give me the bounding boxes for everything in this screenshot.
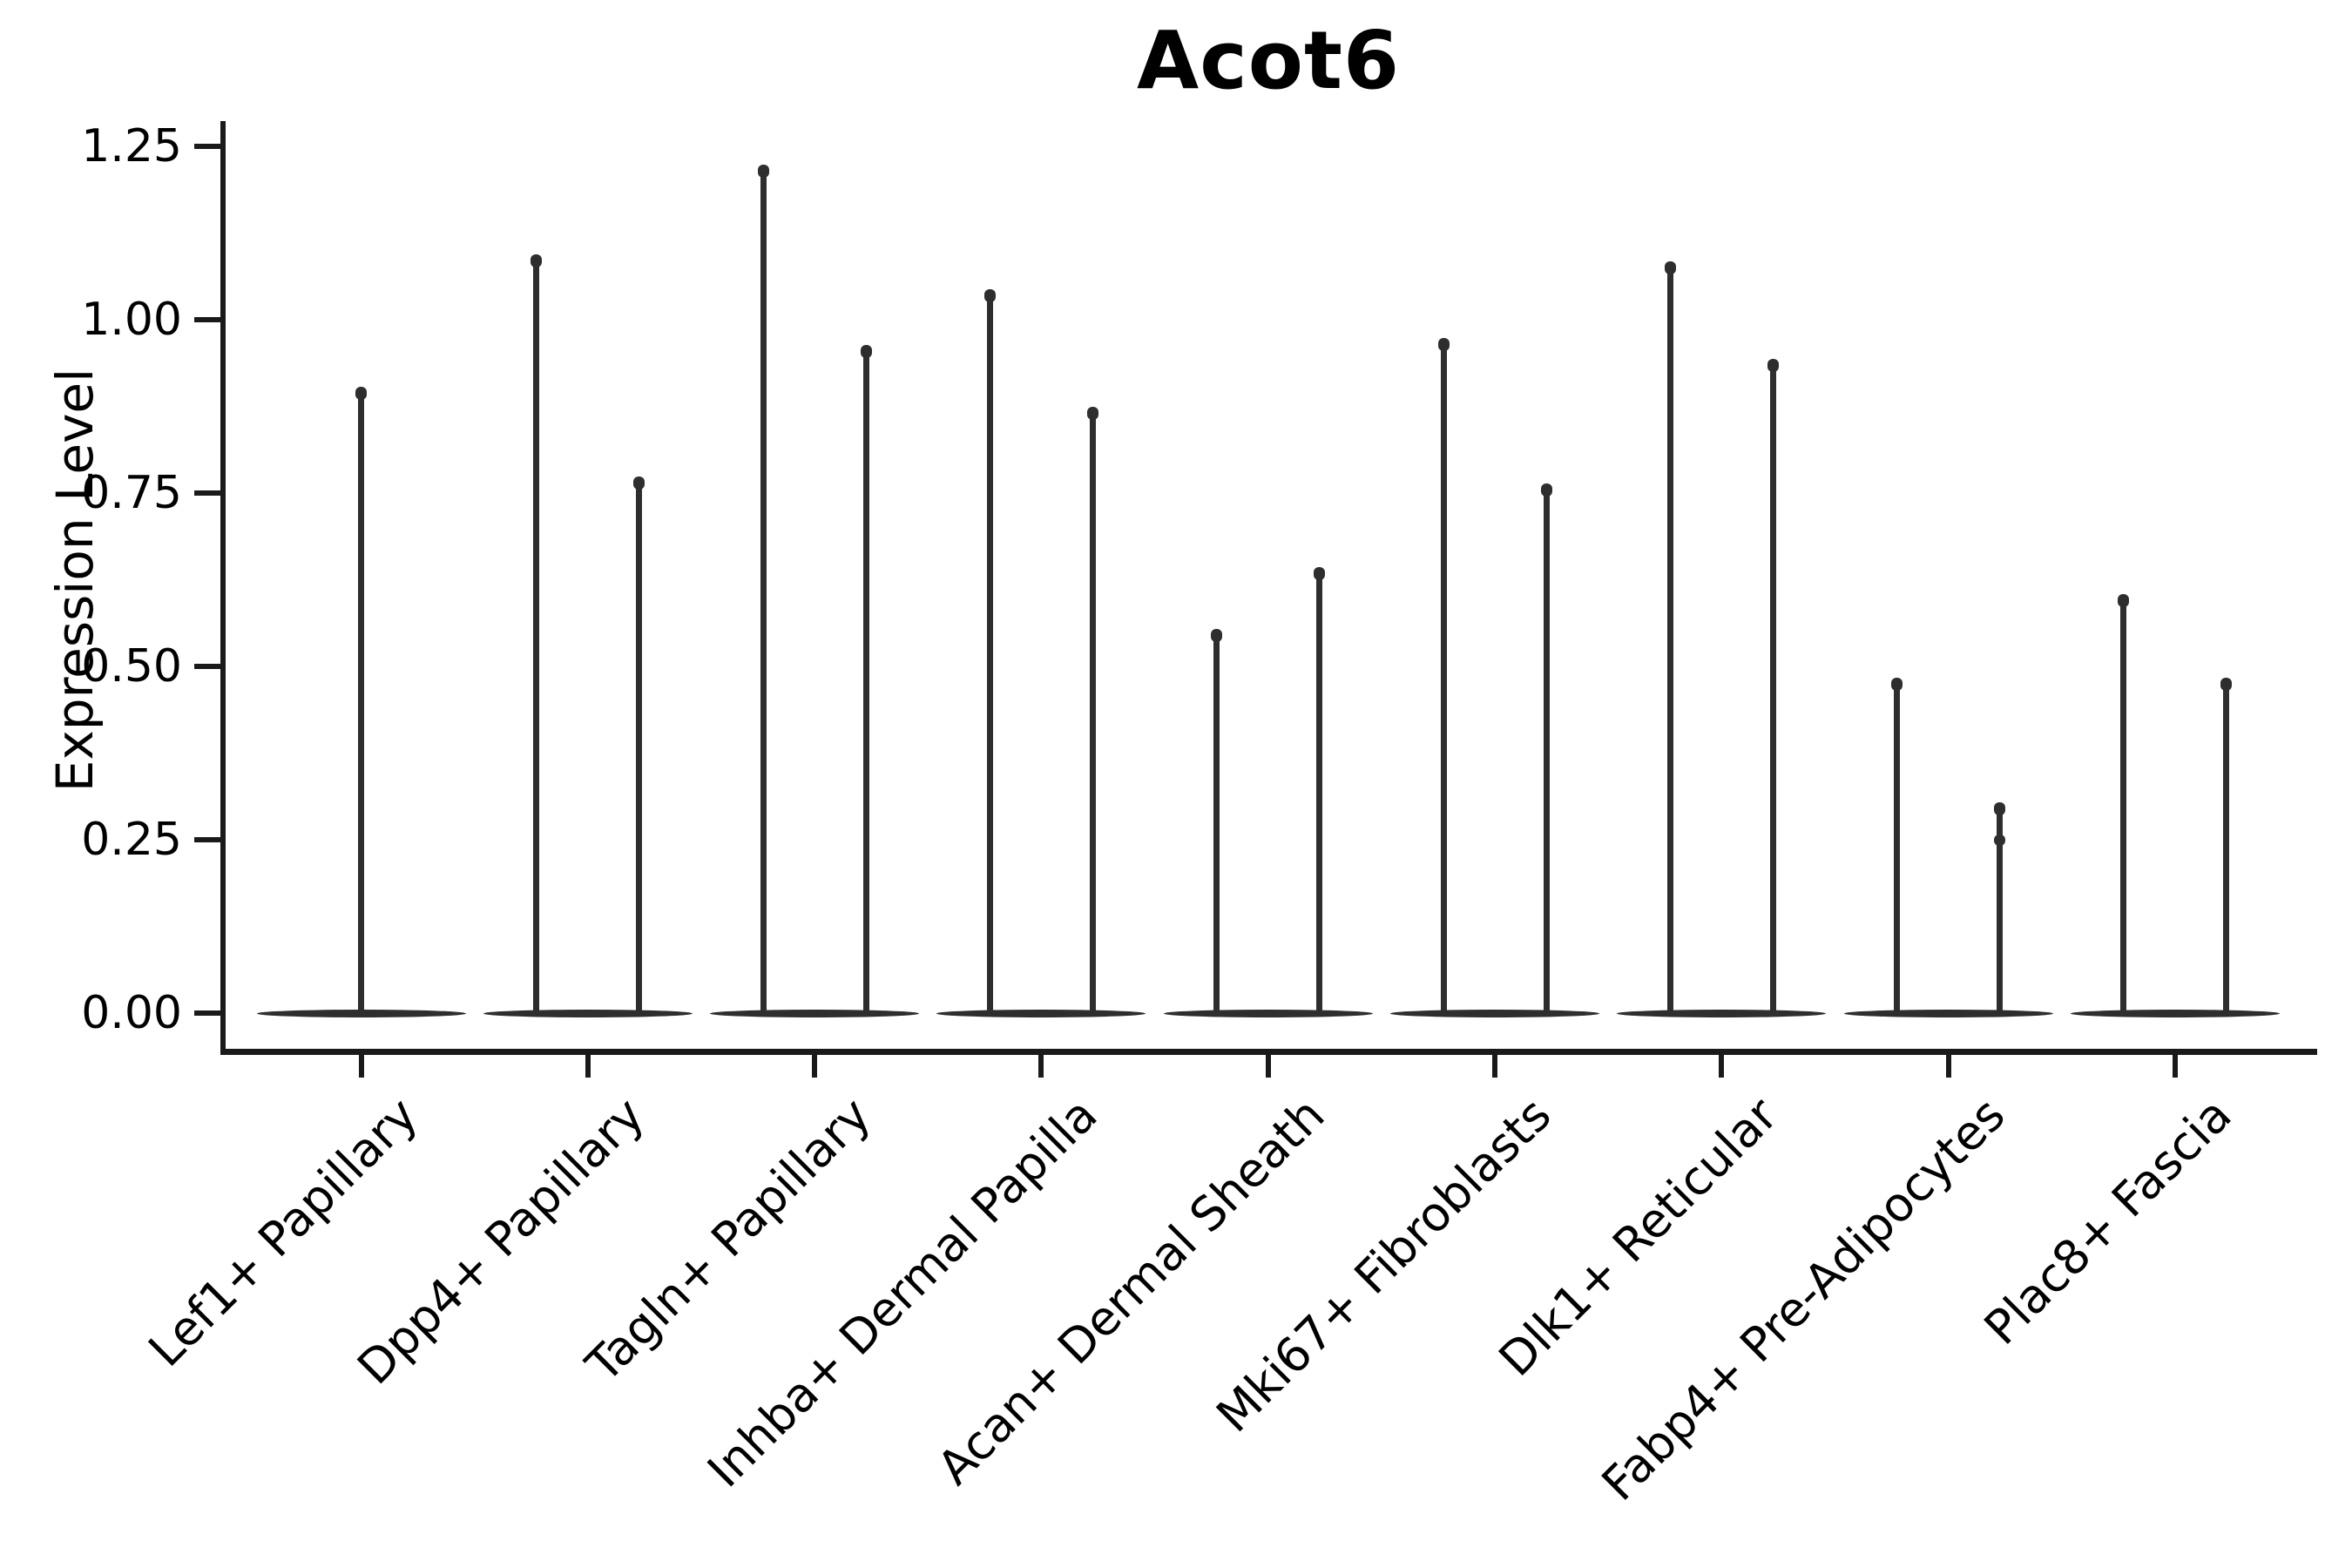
violin-baseline	[710, 1009, 920, 1017]
violin-spike-tip	[1314, 566, 1326, 580]
violin-outlier-dot	[1994, 835, 2006, 846]
y-tick-label: 0.75	[81, 467, 182, 519]
violin-max-spike	[533, 257, 540, 1013]
violin-baseline	[1390, 1009, 1599, 1017]
violin-max-spike	[1089, 409, 1096, 1013]
violin-max-spike	[1543, 486, 1550, 1013]
y-tick-mark	[194, 490, 220, 496]
violin-baseline	[256, 1009, 466, 1017]
violin-max-spike	[1769, 361, 1776, 1013]
violin-max-spike	[862, 347, 869, 1013]
violin-baseline	[1163, 1009, 1373, 1017]
x-tick-mark	[1265, 1055, 1271, 1078]
violin-spike-tip	[355, 386, 367, 400]
violin-max-spike	[1213, 632, 1220, 1013]
violin-spike-tip	[1086, 407, 1098, 421]
y-tick-label: 0.50	[81, 640, 182, 693]
y-tick-label: 1.25	[81, 120, 182, 172]
y-tick-mark	[194, 664, 220, 669]
violin-spike-tip	[531, 254, 543, 268]
y-tick-mark	[194, 837, 220, 842]
violin-spike-tip	[983, 289, 996, 303]
violin-max-spike	[986, 292, 993, 1013]
x-tick-mark	[812, 1055, 818, 1078]
x-tick-mark	[1038, 1055, 1044, 1078]
y-tick-label: 1.00	[81, 294, 182, 346]
violin-spike-tip	[2220, 677, 2233, 691]
violin-spike-tip	[1994, 802, 2006, 816]
y-tick-label: 0.00	[81, 987, 182, 1039]
violin-spike-tip	[860, 344, 872, 358]
violin-baseline	[1843, 1009, 2053, 1017]
violin-max-spike	[1894, 679, 1901, 1013]
violin-max-spike	[1666, 264, 1673, 1013]
y-tick-mark	[194, 317, 220, 322]
violin-spike-tip	[757, 164, 769, 178]
y-tick-label: 0.25	[81, 814, 182, 866]
x-tick-mark	[1492, 1055, 1497, 1078]
x-tick-mark	[1945, 1055, 1951, 1078]
x-axis-spine	[220, 1049, 2317, 1055]
violin-spike-tip	[1664, 261, 1676, 275]
violin-max-spike	[1997, 805, 2004, 1013]
y-axis-label: Expression Level	[45, 368, 105, 793]
violin-spike-tip	[1891, 677, 1903, 691]
y-tick-mark	[194, 144, 220, 149]
violin-max-spike	[358, 389, 364, 1013]
x-tick-mark	[585, 1055, 591, 1078]
violin-max-spike	[636, 479, 643, 1013]
violin-spike-tip	[1767, 358, 1779, 372]
x-tick-mark	[2172, 1055, 2178, 1078]
violin-baseline	[1617, 1009, 1827, 1017]
violin-spike-tip	[2118, 594, 2130, 608]
y-axis-spine	[220, 121, 226, 1055]
x-tick-mark	[1719, 1055, 1725, 1078]
violin-spike-tip	[633, 476, 645, 490]
violin-max-spike	[1316, 569, 1323, 1013]
y-tick-mark	[194, 1010, 220, 1016]
violin-baseline	[2070, 1009, 2280, 1017]
violin-baseline	[936, 1009, 1146, 1017]
violin-max-spike	[2120, 597, 2127, 1013]
violin-baseline	[483, 1009, 693, 1017]
plot-title: Acot6	[1137, 14, 1400, 107]
violin-max-spike	[2223, 679, 2230, 1013]
x-tick-mark	[358, 1055, 364, 1078]
violin-spike-tip	[1540, 483, 1552, 497]
violin-spike-tip	[1211, 629, 1223, 643]
violin-max-spike	[760, 166, 767, 1013]
violin-spike-tip	[1437, 337, 1450, 351]
violin-max-spike	[1440, 340, 1447, 1013]
